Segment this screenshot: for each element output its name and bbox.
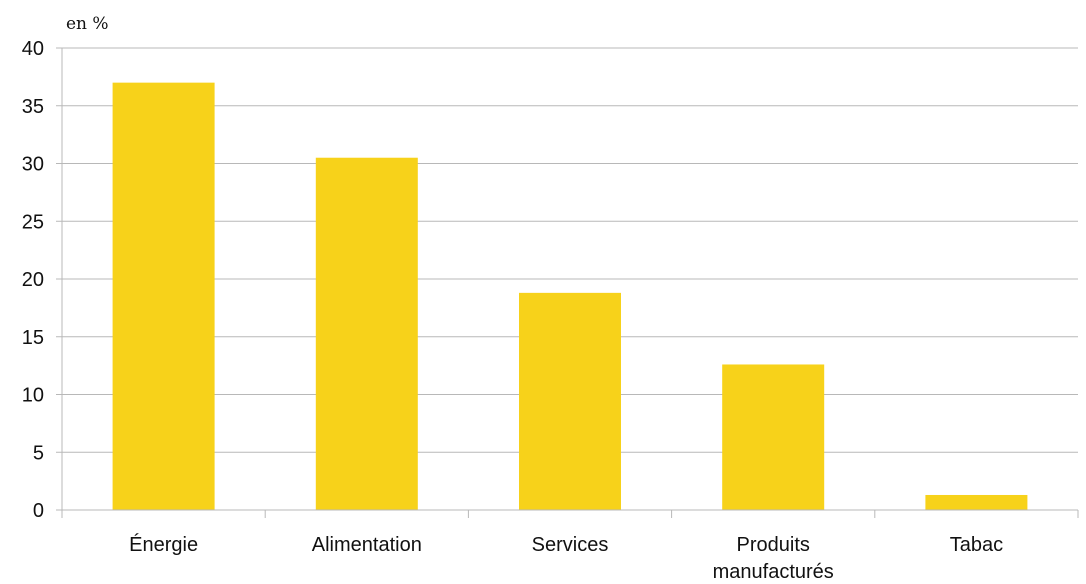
x-category-label: Alimentation (312, 534, 422, 556)
bar (112, 82, 215, 511)
y-tick-label: 35 (22, 96, 44, 118)
y-tick-label: 15 (22, 327, 44, 349)
bar (722, 364, 825, 510)
y-tick-label: 30 (22, 154, 44, 176)
y-tick-label: 25 (22, 211, 44, 233)
x-category-label: Produits manufacturés (713, 534, 834, 583)
axes (56, 47, 1079, 518)
x-category-label-line: Produits (737, 534, 810, 556)
y-tick-label: 0 (33, 500, 44, 522)
x-category-label-line: manufacturés (713, 561, 834, 583)
x-category-label: Services (532, 534, 609, 556)
x-category-label-line: Alimentation (312, 534, 422, 556)
x-category-label-line: Tabac (950, 534, 1003, 556)
x-category-label: Tabac (950, 534, 1003, 556)
y-tick-label: 40 (22, 38, 44, 60)
labels: 0 5 10 15 20 25 30 35 40 Énergie Alimentation Servi… (22, 38, 1003, 583)
y-tick-label: 10 (22, 385, 44, 407)
bar (315, 157, 418, 510)
y-tick-label: 20 (22, 269, 44, 291)
x-category-label: Énergie (129, 533, 198, 556)
y-axis-unit-label: en % (66, 14, 109, 34)
x-category-label-line: Énergie (129, 533, 198, 556)
bars (112, 82, 1028, 511)
x-category-label-line: Services (532, 534, 609, 556)
bar (925, 494, 1028, 510)
bar (519, 292, 621, 510)
y-tick-label: 5 (33, 442, 44, 464)
